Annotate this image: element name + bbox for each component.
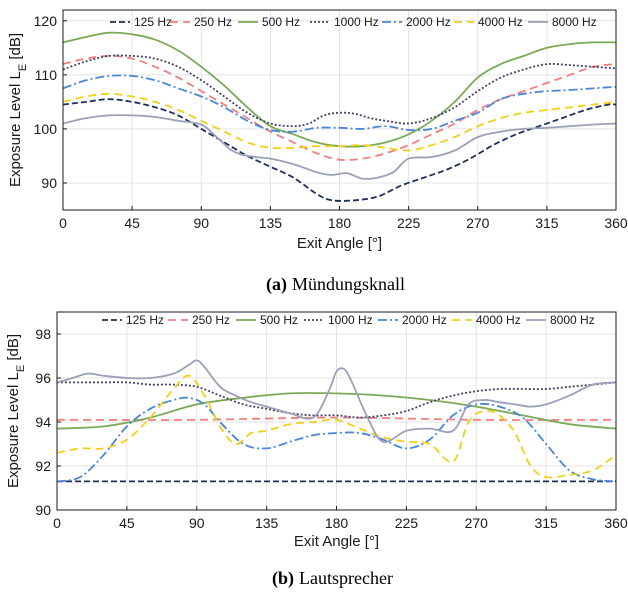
- chart-a-y-axis-label-main: Exposure Level L: [7, 71, 24, 187]
- chart-a-y-tick-label-3: 120: [34, 13, 58, 29]
- chart-b-y-axis-label-unit: [dB]: [5, 334, 22, 365]
- chart-a-legend-label-3: 1000 Hz: [334, 15, 379, 29]
- chart-a-y-axis-label-subscript: E: [17, 64, 29, 71]
- chart-b-y-tick-label-4: 98: [35, 326, 51, 342]
- chart-a-legend-label-0: 125 Hz: [134, 15, 172, 29]
- chart-a-legend-label-6: 8000 Hz: [552, 15, 597, 29]
- chart-b-x-tick-label-8: 360: [604, 515, 628, 531]
- chart-a-series-line-4000hz: [62, 92, 617, 152]
- chart-a-x-tick-label-2: 90: [193, 215, 209, 231]
- chart-b-legend-label-0: 125 Hz: [126, 313, 164, 327]
- chart-b-y-ticks: 90 92 94 96 98: [35, 326, 61, 518]
- chart-b-series-line-1000hz: [57, 381, 617, 419]
- chart-b-y-axis-label-main: Exposure Level L: [5, 372, 22, 488]
- chart-a-y-tick-label-1: 100: [34, 121, 58, 137]
- chart-b-caption-prefix: (b): [272, 568, 294, 589]
- chart-b-series-line-2000hz: [56, 396, 617, 483]
- chart-b-x-tick-label-1: 45: [119, 515, 135, 531]
- chart-b-series-line-8000hz: [56, 359, 617, 443]
- chart-b-y-tick-label-2: 94: [35, 414, 51, 430]
- chart-a-series-line-8000hz: [62, 114, 617, 180]
- chart-b-legend-label-3: 1000 Hz: [328, 313, 373, 327]
- chart-a-x-tick-label-8: 360: [604, 215, 628, 231]
- chart-a-y-ticks: 90 100 110 120: [34, 13, 67, 191]
- chart-b-y-tick-label-1: 92: [35, 458, 51, 474]
- chart-a-x-ticks: 0 45 90 135 180 225 270 315 360: [59, 206, 628, 231]
- chart-b-x-tick-label-7: 315: [534, 515, 558, 531]
- chart-b-legend-label-2: 500 Hz: [260, 313, 298, 327]
- chart-b: 0 45 90 135 180 225 270 315 360 90 92 94 96 98 125 H…: [5, 311, 628, 589]
- chart-b-legend-label-4: 2000 Hz: [402, 313, 447, 327]
- chart-b-x-tick-label-0: 0: [53, 515, 61, 531]
- chart-a-series-line-125hz: [62, 98, 617, 202]
- chart-a-x-tick-label-0: 0: [59, 215, 67, 231]
- chart-a-x-tick-label-5: 225: [397, 215, 421, 231]
- chart-b-series-line-4000hz: [56, 374, 617, 479]
- chart-a-y-tick-label-0: 90: [41, 175, 57, 191]
- chart-b-legend: 125 Hz 250 Hz 500 Hz 1000 Hz 2000 Hz 4000 Hz 8…: [102, 313, 595, 327]
- chart-a-series: [62, 31, 617, 202]
- chart-a-series-line-1000hz: [62, 54, 617, 128]
- chart-a-grid: [62, 10, 617, 210]
- chart-a-legend-label-1: 250 Hz: [194, 15, 232, 29]
- chart-b-grid: [56, 312, 617, 511]
- chart-b-caption: (b) Lautsprecher: [272, 568, 393, 589]
- chart-a-y-axis-label-unit: [dB]: [7, 33, 24, 64]
- chart-b-x-tick-label-2: 90: [189, 515, 205, 531]
- chart-a-caption: (a) Mündungsknall: [266, 274, 405, 295]
- chart-b-legend-label-1: 250 Hz: [192, 313, 230, 327]
- chart-a-y-axis-label: Exposure Level LE [dB]: [7, 33, 29, 187]
- chart-b-series: [56, 359, 617, 483]
- chart-a-legend-label-4: 2000 Hz: [406, 15, 451, 29]
- chart-a-x-tick-label-3: 135: [259, 215, 283, 231]
- chart-b-y-tick-label-0: 90: [35, 502, 51, 518]
- chart-a: 0 45 90 135 180 225 270 315 360 90 100 110 120 125 …: [7, 9, 628, 295]
- chart-b-y-axis-label-subscript: E: [15, 365, 27, 372]
- chart-b-x-axis-label: Exit Angle [°]: [294, 533, 379, 550]
- chart-b-x-ticks: 0 45 90 135 180 225 270 315 360: [53, 506, 628, 531]
- chart-a-legend-label-2: 500 Hz: [262, 15, 300, 29]
- chart-a-series-line-2000hz: [62, 74, 617, 133]
- chart-a-x-tick-label-6: 270: [466, 215, 490, 231]
- chart-a-x-tick-label-4: 180: [328, 215, 352, 231]
- chart-a-caption-text: Mündungsknall: [292, 274, 405, 294]
- chart-a-y-tick-label-2: 110: [35, 67, 58, 83]
- chart-a-x-tick-label-1: 45: [124, 215, 140, 231]
- chart-a-legend-label-5: 4000 Hz: [478, 15, 523, 29]
- chart-b-x-tick-label-3: 135: [255, 515, 279, 531]
- chart-b-caption-text: Lautsprecher: [299, 568, 393, 588]
- chart-b-x-tick-label-5: 225: [395, 515, 419, 531]
- chart-b-x-tick-label-4: 180: [325, 515, 349, 531]
- chart-a-x-tick-label-7: 315: [535, 215, 559, 231]
- chart-b-series-line-250hz: [56, 416, 617, 421]
- chart-b-y-axis-label: Exposure Level LE [dB]: [5, 334, 27, 488]
- chart-a-x-axis-label: Exit Angle [°]: [297, 235, 382, 252]
- chart-b-legend-label-5: 4000 Hz: [476, 313, 521, 327]
- chart-a-series-line-250hz: [62, 55, 617, 161]
- chart-b-y-tick-label-3: 96: [35, 370, 51, 386]
- chart-a-caption-prefix: (a): [266, 274, 287, 295]
- chart-b-legend-label-6: 8000 Hz: [550, 313, 595, 327]
- chart-a-legend: 125 Hz 250 Hz 500 Hz 1000 Hz 2000 Hz 4000 Hz 8…: [110, 15, 597, 29]
- chart-b-x-tick-label-6: 270: [465, 515, 489, 531]
